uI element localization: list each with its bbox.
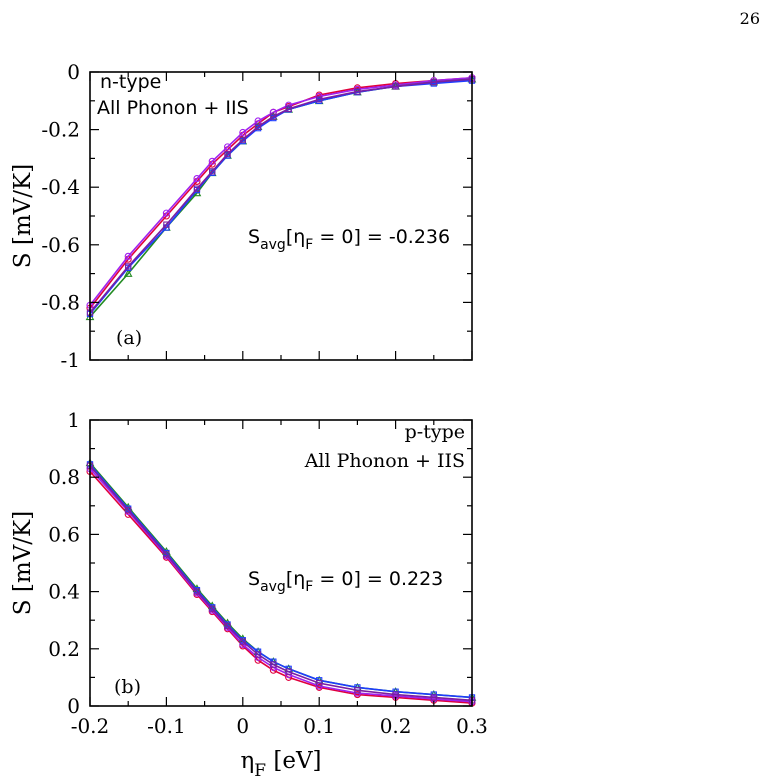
y-tick-label: 0.6 (48, 522, 80, 546)
data-point (193, 588, 201, 595)
savg-sub: avg (260, 579, 286, 595)
y-tick-label: 0.8 (48, 465, 80, 489)
panel-a-type-label: n-type (100, 71, 161, 93)
panel-b-type-label: p-type (405, 421, 465, 443)
data-point (430, 78, 437, 86)
data-point (123, 269, 133, 277)
panel-a-y-axis-label: S [mV/K] (10, 164, 36, 268)
panel-a-scattering-label: All Phonon + IIS (97, 97, 249, 119)
panel-b: 00.20.40.60.81-0.2 -0.1 0 0.1 0.2 0.3 p-type … (10, 408, 488, 738)
savg-f-sub: F (305, 237, 313, 253)
x-tick-label: 0 (236, 714, 249, 738)
data-point (163, 551, 170, 558)
data-point (193, 175, 201, 183)
data-point (209, 605, 216, 612)
y-tick-label: -1 (61, 348, 80, 372)
panel-a-savg-annotation: Savg[ηF = 0] = -0.236 (248, 226, 450, 253)
x-tick-label: 0.1 (303, 714, 335, 738)
data-point (125, 506, 132, 514)
data-point (316, 96, 323, 103)
data-point (254, 123, 262, 130)
y-tick-label: 0 (67, 60, 80, 84)
y-tick-label: -0.4 (41, 175, 80, 199)
savg-s: S (248, 226, 260, 248)
savg-value: = 0] = -0.236 (313, 226, 450, 248)
x-tick-label: -0.1 (147, 714, 186, 738)
x-axis-unit: [eV] (266, 748, 321, 774)
savg-f-sub: F (305, 579, 313, 595)
data-point (392, 83, 399, 90)
y-tick-label: 0.2 (48, 637, 80, 661)
savg-sub: avg (260, 237, 286, 253)
panel-b-plot-area (85, 458, 477, 707)
panel-a-panel-label: (a) (116, 327, 142, 349)
series-line-5 (89, 78, 473, 314)
data-point (208, 157, 216, 165)
data-point (354, 88, 361, 95)
page-number: 26 (740, 9, 760, 28)
data-point (209, 168, 216, 175)
data-point (163, 221, 170, 228)
panel-a: 0 -0.2 -0.4 -0.6 -0.8 -1 n-type All Phonon + … (10, 60, 477, 372)
panel-b-ticks: 0 0.2 0.4 0.6 0.8 1 -0.2 -0.1 0 0.1 0.2 0.3 (48, 408, 488, 738)
data-point (124, 252, 132, 260)
panel-a-ticks: 0 -0.2 -0.4 -0.6 -0.8 -1 (41, 60, 473, 372)
series-line-2 (89, 77, 473, 306)
data-point (223, 143, 232, 151)
data-point (254, 651, 262, 658)
data-point (285, 105, 292, 113)
data-point (239, 136, 246, 143)
data-point (224, 150, 231, 158)
data-point (239, 128, 247, 137)
x-tick-label: -0.2 (71, 714, 110, 738)
data-point (239, 638, 246, 645)
data-point (224, 622, 231, 630)
savg-bracket: [η (286, 226, 305, 248)
data-point (316, 679, 323, 687)
y-tick-label: 0 (67, 694, 80, 718)
data-point (430, 694, 437, 701)
x-tick-label: 0.3 (456, 714, 488, 738)
data-point (354, 687, 361, 694)
panel-b-panel-label: (b) (114, 676, 141, 698)
series-line-5 (89, 465, 473, 702)
panel-b-savg-annotation: Savg[ηF = 0] = 0.223 (248, 568, 443, 595)
x-axis-sub: F (254, 761, 266, 781)
data-point (162, 209, 170, 217)
data-point (125, 263, 132, 270)
y-tick-label: -0.2 (41, 118, 80, 142)
x-tick-label: 0.2 (380, 714, 412, 738)
y-tick-label: 1 (67, 408, 80, 432)
data-point (270, 661, 277, 668)
x-axis-eta: η (240, 748, 254, 774)
savg-bracket: [η (286, 568, 305, 590)
y-tick-label: -0.6 (41, 233, 80, 257)
data-point (285, 668, 292, 675)
x-axis-label: ηF [eV] (240, 748, 321, 781)
savg-value: = 0] = 0.223 (313, 568, 443, 590)
panel-b-y-axis-label: S [mV/K] (10, 511, 36, 615)
y-tick-label: 0.4 (48, 580, 80, 604)
y-tick-label: -0.8 (41, 290, 80, 314)
data-point (270, 113, 277, 120)
panel-b-scattering-label: All Phonon + IIS (304, 450, 465, 472)
data-point (193, 185, 201, 192)
savg-s: S (248, 568, 260, 590)
